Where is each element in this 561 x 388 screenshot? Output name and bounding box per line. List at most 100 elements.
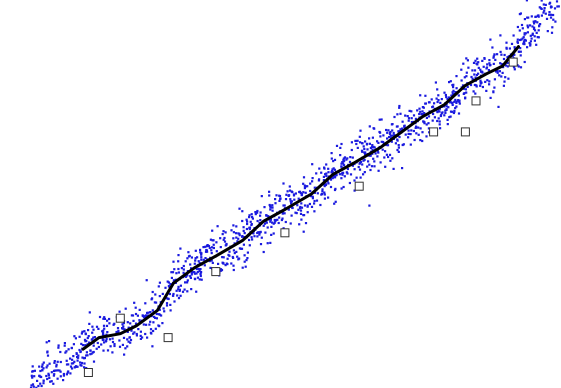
scatter-point — [452, 86, 455, 89]
scatter-point — [144, 302, 147, 305]
scatter-point — [271, 206, 274, 209]
scatter-point — [340, 165, 343, 168]
scatter-point — [420, 113, 424, 116]
scatter-point — [106, 331, 109, 334]
scatter-point — [225, 242, 228, 246]
scatter-point — [353, 189, 356, 192]
scatter-point — [523, 33, 526, 36]
scatter-point — [530, 15, 533, 18]
scatter-point — [526, 46, 529, 49]
scatter-point — [198, 269, 201, 272]
scatter-point — [163, 310, 166, 313]
scatter-point — [499, 34, 502, 37]
scatter-point — [380, 140, 383, 143]
scatter-point — [122, 322, 125, 325]
scatter-point — [283, 204, 286, 207]
scatter-point — [248, 244, 251, 247]
scatter-point — [236, 240, 239, 243]
scatter-point — [311, 177, 314, 180]
scatter-point — [304, 191, 307, 194]
scatter-point — [69, 365, 73, 368]
scatter-point — [48, 340, 51, 343]
scatter-point — [409, 143, 412, 146]
scatter-point — [364, 153, 367, 156]
scatter-point — [177, 271, 180, 274]
scatter-point — [479, 84, 482, 87]
scatter-point — [85, 351, 88, 354]
scatter-point — [233, 242, 236, 245]
scatter-point — [549, 13, 553, 16]
scatter-point — [171, 271, 175, 274]
scatter-point — [548, 11, 551, 14]
scatter-point — [235, 225, 238, 228]
scatter-point — [106, 349, 110, 352]
scatter-point — [543, 7, 546, 10]
scatter-point — [248, 216, 251, 219]
scatter-point — [356, 146, 359, 149]
knot-marker — [508, 57, 518, 67]
scatter-point — [178, 288, 181, 291]
scatter-point — [280, 218, 283, 222]
scatter-point — [59, 350, 62, 354]
scatter-point — [76, 359, 79, 362]
scatter-point — [47, 372, 50, 375]
scatter-point — [526, 26, 530, 29]
scatter-point — [419, 110, 422, 113]
scatter-point — [506, 61, 509, 64]
scatter-point — [166, 280, 169, 283]
scatter-point — [476, 57, 479, 60]
scatter-point — [259, 214, 262, 217]
scatter-point — [31, 376, 34, 379]
scatter-point — [359, 160, 363, 164]
scatter-point — [217, 262, 220, 265]
scatter-point — [190, 271, 193, 274]
scatter-point — [95, 347, 98, 350]
scatter-point — [384, 150, 387, 153]
scatter-point — [437, 117, 440, 120]
scatter-point — [97, 345, 100, 349]
scatter-point — [177, 297, 181, 300]
scatter-point — [355, 142, 358, 146]
scatter-point — [424, 94, 427, 97]
scatter-point — [450, 94, 453, 97]
scatter-point — [53, 361, 56, 364]
scatter-point — [215, 250, 218, 253]
scatter-point — [309, 189, 312, 193]
scatter-point — [551, 26, 554, 29]
scatter-point — [179, 294, 182, 297]
knot-marker — [83, 368, 93, 377]
scatter-point — [65, 363, 69, 366]
scatter-point — [366, 142, 369, 145]
scatter-point — [554, 20, 557, 23]
scatter-point — [323, 183, 326, 187]
scatter-point — [376, 140, 379, 143]
scatter-point — [419, 94, 422, 97]
scatter-point — [523, 60, 526, 64]
scatter-point — [242, 226, 245, 229]
scatter-point — [472, 90, 475, 93]
scatter-point — [383, 156, 386, 159]
scatter-point — [32, 385, 35, 388]
scatter-point — [313, 202, 316, 205]
scatter-point — [553, 7, 557, 10]
scatter-point — [479, 68, 482, 71]
scatter-point — [457, 94, 460, 97]
scatter-point — [59, 375, 62, 378]
scatter-point — [333, 202, 336, 205]
scatter-point — [389, 130, 392, 134]
scatter-point — [53, 373, 56, 376]
scatter-point — [193, 262, 196, 265]
scatter-point — [388, 153, 392, 156]
scatter-point — [232, 249, 235, 252]
scatter-point — [335, 144, 339, 147]
scatter-point — [90, 338, 93, 341]
scatter-point — [445, 108, 448, 111]
scatter-point — [436, 100, 439, 104]
scatter-point — [333, 188, 337, 192]
scatter-point — [334, 200, 337, 203]
scatter-point — [186, 279, 189, 282]
scatter-point — [528, 42, 531, 45]
scatter-point — [291, 191, 294, 194]
scatter-point — [550, 31, 554, 34]
